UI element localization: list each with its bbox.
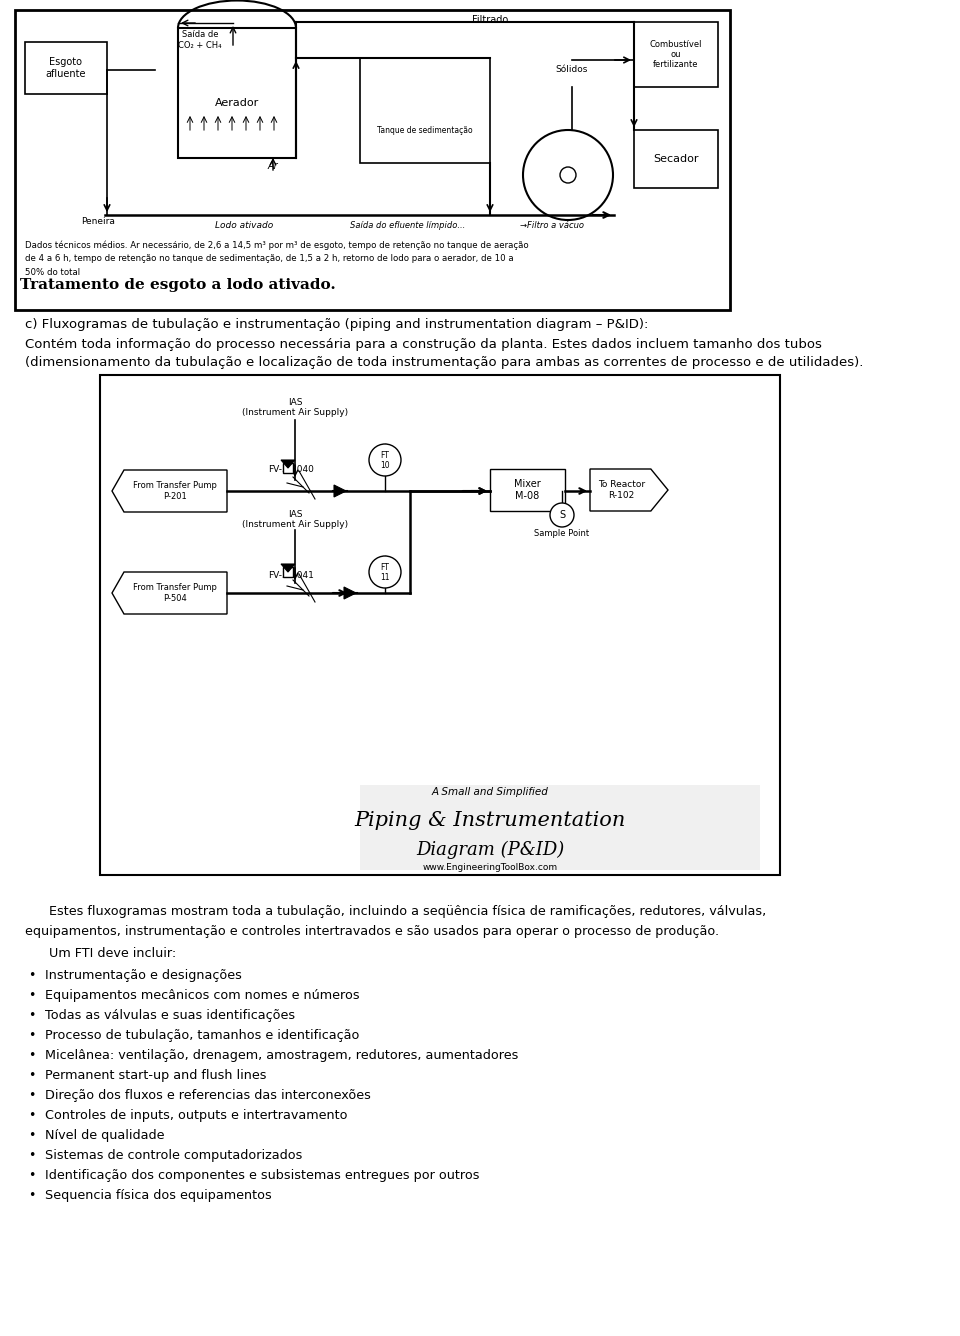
Text: Estes fluxogramas mostram toda a tubulação, incluindo a seqüência física de rami: Estes fluxogramas mostram toda a tubulaç… [25,904,766,918]
Bar [25,41,107,94]
Text: Diagram (P&ID): Diagram (P&ID) [416,840,564,859]
Text: Tanque de sedimentação: Tanque de sedimentação [377,126,473,135]
Text: Dados técnicos médios. Ar necessário, de 2,6 a 14,5 m³ por m³ de esgoto, tempo d: Dados técnicos médios. Ar necessário, de… [25,240,529,250]
Polygon shape [590,469,668,510]
Text: Ar: Ar [268,162,278,171]
Text: (dimensionamento da tubulação e localização de toda instrumentação para ambas as: (dimensionamento da tubulação e localiza… [25,355,863,369]
Text: Saída do efluente límpido...: Saída do efluente límpido... [350,220,466,230]
Text: Peneira: Peneira [81,218,115,227]
Text: equipamentos, instrumentação e controles intertravados e são usados para operar : equipamentos, instrumentação e controles… [25,925,719,938]
Text: Nível de qualidade: Nível de qualidade [45,1129,164,1142]
Text: •: • [28,1129,36,1142]
Text: FT: FT [380,562,390,572]
Text: •: • [28,1069,36,1082]
Text: Esgoto
afluente: Esgoto afluente [46,57,86,79]
Bar [283,566,293,577]
Text: A Small and Simplified: A Small and Simplified [432,787,548,798]
Bar [178,28,296,158]
Text: FT: FT [380,450,390,460]
Text: Identificação dos componentes e subsistemas entregues por outros: Identificação dos componentes e subsiste… [45,1169,479,1182]
Text: Um FTI deve incluir:: Um FTI deve incluir: [25,947,177,961]
Text: •: • [28,1149,36,1162]
Polygon shape [334,485,346,497]
Text: Secador: Secador [653,154,699,164]
Text: 10: 10 [380,461,390,470]
Text: IAS
(Instrument Air Supply): IAS (Instrument Air Supply) [242,398,348,417]
Text: •: • [28,1049,36,1062]
Polygon shape [281,564,295,572]
Text: •: • [28,1089,36,1102]
Text: Saída de
CO₂ + CH₄: Saída de CO₂ + CH₄ [179,31,222,49]
Text: Micelânea: ventilação, drenagem, amostragem, redutores, aumentadores: Micelânea: ventilação, drenagem, amostra… [45,1049,518,1062]
Text: From Transfer Pump
P-201: From Transfer Pump P-201 [132,481,216,501]
Text: Processo de tubulação, tamanhos e identificação: Processo de tubulação, tamanhos e identi… [45,1029,359,1042]
Text: 11: 11 [380,573,390,582]
Text: To Reactor
R-102: To Reactor R-102 [598,481,645,500]
Text: Sequencia física dos equipamentos: Sequencia física dos equipamentos [45,1189,272,1202]
Bar [100,375,780,875]
Text: 50% do total: 50% do total [25,269,80,277]
Text: Sample Point: Sample Point [535,529,589,537]
Circle shape [369,444,401,476]
Text: FV-3-3041: FV-3-3041 [268,570,314,580]
Text: www.EngineeringToolBox.com: www.EngineeringToolBox.com [422,863,558,872]
Text: Filtrado: Filtrado [472,15,508,25]
Text: S: S [559,510,565,520]
Text: Combustível
ou
fertilizante: Combustível ou fertilizante [650,40,703,69]
Text: Mixer
M-08: Mixer M-08 [515,480,540,501]
Text: Controles de inputs, outputs e intertravamento: Controles de inputs, outputs e intertrav… [45,1109,348,1122]
Polygon shape [344,587,356,599]
Text: •: • [28,1169,36,1182]
Text: •: • [28,989,36,1002]
Text: Piping & Instrumentation: Piping & Instrumentation [354,811,626,830]
Circle shape [523,130,613,220]
Text: Direção dos fluxos e referencias das interconexões: Direção dos fluxos e referencias das int… [45,1089,371,1102]
Text: →Filtro a vácuo: →Filtro a vácuo [520,220,584,230]
Bar [360,57,490,163]
Polygon shape [112,470,227,512]
Text: •: • [28,1029,36,1042]
Text: From Transfer Pump
P-504: From Transfer Pump P-504 [132,584,216,603]
Circle shape [560,167,576,183]
Polygon shape [281,460,295,468]
Text: Tratamento de esgoto a lodo ativado.: Tratamento de esgoto a lodo ativado. [20,278,336,293]
Text: Sistemas de controle computadorizados: Sistemas de controle computadorizados [45,1149,302,1162]
Text: Aerador: Aerador [215,98,259,108]
Bar [360,786,760,870]
Text: Equipamentos mecânicos com nomes e números: Equipamentos mecânicos com nomes e númer… [45,989,360,1002]
Text: Instrumentação e designações: Instrumentação e designações [45,969,242,982]
Text: •: • [28,969,36,982]
Text: Lodo ativado: Lodo ativado [215,220,274,230]
Text: FV-3-3040: FV-3-3040 [268,465,314,474]
Text: IAS
(Instrument Air Supply): IAS (Instrument Air Supply) [242,510,348,529]
Text: •: • [28,1109,36,1122]
Text: Sólidos: Sólidos [556,65,588,75]
Text: Permanent start-up and flush lines: Permanent start-up and flush lines [45,1069,267,1082]
Text: c) Fluxogramas de tubulação e instrumentação (piping and instrumentation diagram: c) Fluxogramas de tubulação e instrument… [25,318,648,331]
Text: •: • [28,1009,36,1022]
Text: Todas as válvulas e suas identificações: Todas as válvulas e suas identificações [45,1009,295,1022]
Circle shape [369,556,401,588]
Text: Contém toda informação do processo necessária para a construção da planta. Estes: Contém toda informação do processo neces… [25,338,822,351]
Bar [634,130,718,188]
Circle shape [550,502,574,526]
Text: de 4 a 6 h, tempo de retenção no tanque de sedimentação, de 1,5 a 2 h, retorno d: de 4 a 6 h, tempo de retenção no tanque … [25,254,514,263]
Bar [634,21,718,87]
Text: •: • [28,1189,36,1202]
Bar [490,469,565,510]
Polygon shape [112,572,227,615]
Bar [15,9,730,310]
Bar [283,464,293,473]
